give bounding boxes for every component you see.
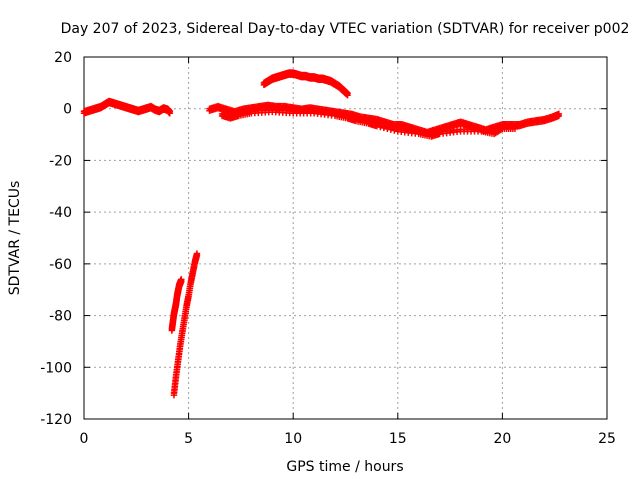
y-tick-label: -20 — [49, 153, 72, 169]
series-steep-arc-a — [168, 276, 185, 334]
data-point — [511, 125, 519, 133]
y-tick-label: -60 — [49, 257, 72, 273]
ticks: 0 5 10 15 20 25 20 0 -20 -40 -60 -80 -100 -120 — [40, 50, 616, 447]
series-early-arc — [80, 97, 173, 117]
chart-title: Day 207 of 2023, Sidereal Day-to-day VTE… — [61, 21, 630, 37]
y-tick-label: -40 — [49, 205, 72, 221]
data-point — [384, 125, 391, 133]
y-tick-label: -100 — [40, 360, 72, 376]
series-mid-arc-lower-band — [218, 106, 519, 140]
data-point — [391, 127, 398, 134]
y-axis-label: SDTVAR / TECUs — [7, 181, 23, 296]
x-tick-label: 25 — [598, 431, 616, 447]
data-point — [166, 110, 173, 117]
data-point — [380, 124, 388, 132]
grid — [84, 57, 607, 419]
x-tick-label: 10 — [284, 431, 302, 447]
y-tick-label: 0 — [63, 102, 72, 118]
data-points — [80, 69, 563, 399]
data-point — [373, 123, 381, 130]
series-steep-arc-b — [170, 250, 201, 399]
x-tick-label: 5 — [184, 431, 193, 447]
data-point — [193, 252, 201, 259]
data-point — [555, 112, 563, 120]
x-tick-label: 0 — [80, 431, 89, 447]
series-upper-arc — [260, 69, 351, 99]
data-point — [178, 278, 185, 285]
data-point — [387, 126, 395, 133]
y-tick-label: 20 — [54, 50, 72, 66]
x-tick-label: 15 — [389, 431, 407, 447]
x-tick-label: 20 — [493, 431, 511, 447]
data-point — [344, 92, 351, 99]
y-tick-label: -80 — [49, 309, 72, 325]
data-point — [377, 123, 384, 131]
plot-frame — [83, 56, 608, 420]
x-axis-label: GPS time / hours — [286, 459, 403, 475]
y-tick-label: -120 — [40, 412, 72, 428]
